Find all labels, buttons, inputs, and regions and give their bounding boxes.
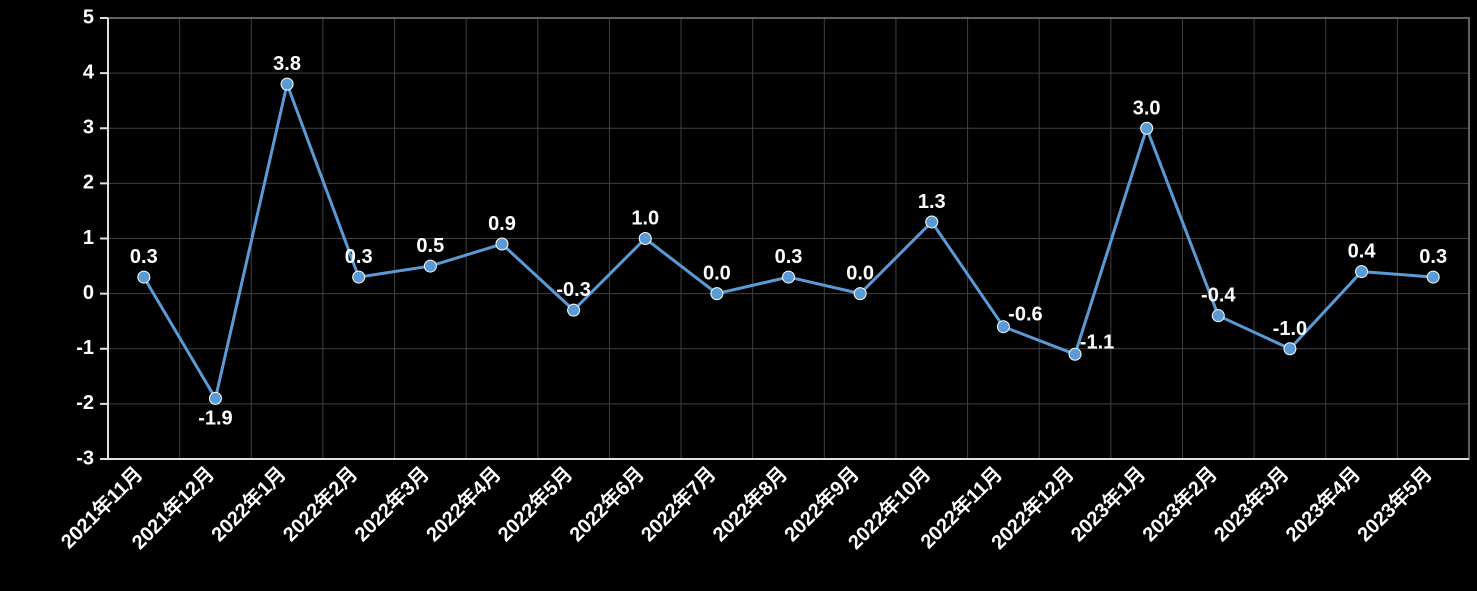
x-tick-label: 2022年7月 bbox=[636, 462, 721, 547]
data-label: 0.3 bbox=[775, 246, 803, 268]
x-tick-label: 2023年3月 bbox=[1209, 462, 1294, 547]
y-tick-label: -3 bbox=[76, 447, 94, 469]
data-label: 1.3 bbox=[918, 191, 946, 213]
x-tick-label: 2022年5月 bbox=[493, 462, 578, 547]
data-point bbox=[353, 271, 365, 283]
data-point bbox=[1284, 343, 1296, 355]
data-point bbox=[1356, 266, 1368, 278]
y-tick-label: 4 bbox=[83, 61, 95, 83]
y-tick-label: -1 bbox=[76, 337, 94, 359]
data-point bbox=[209, 392, 221, 404]
data-label: 0.0 bbox=[703, 263, 731, 285]
data-label: -0.4 bbox=[1201, 285, 1236, 307]
y-tick-label: 2 bbox=[83, 172, 94, 194]
data-label: -1.0 bbox=[1273, 318, 1307, 340]
data-label: 0.5 bbox=[416, 235, 444, 257]
data-point bbox=[854, 288, 866, 300]
data-point bbox=[496, 238, 508, 250]
x-tick-label: 2023年5月 bbox=[1352, 462, 1437, 547]
data-label: 0.9 bbox=[488, 213, 516, 235]
y-tick-label: 1 bbox=[83, 227, 94, 249]
data-label: 3.8 bbox=[273, 53, 301, 75]
data-point bbox=[424, 260, 436, 272]
x-tick-label: 2022年8月 bbox=[707, 462, 792, 547]
data-label: 0.4 bbox=[1348, 241, 1377, 263]
x-tick-label: 2022年6月 bbox=[564, 462, 649, 547]
x-tick-label: 2022年2月 bbox=[278, 462, 363, 547]
line-chart: -3 -2 -1 0 1 2 3 4 5 0.3 -1.9 3.8 0.3 0.5 0.9 -0.3 1.0 0.… bbox=[0, 0, 1477, 591]
data-label: -1.1 bbox=[1080, 331, 1114, 353]
data-point bbox=[926, 216, 938, 228]
data-label: 1.0 bbox=[631, 208, 659, 230]
data-point bbox=[1427, 271, 1439, 283]
data-point bbox=[1212, 310, 1224, 322]
x-tick-label: 2023年4月 bbox=[1281, 462, 1366, 547]
data-label: 0.3 bbox=[345, 246, 373, 268]
data-point bbox=[711, 288, 723, 300]
y-tick-label: 3 bbox=[83, 117, 94, 139]
data-label: 3.0 bbox=[1133, 97, 1161, 119]
data-point bbox=[568, 304, 580, 316]
data-point bbox=[639, 233, 651, 245]
data-label: 0.3 bbox=[1419, 246, 1447, 268]
data-label: 0.3 bbox=[130, 246, 158, 268]
data-point bbox=[138, 271, 150, 283]
x-tick-label: 2022年4月 bbox=[421, 462, 506, 547]
x-tick-label: 2023年1月 bbox=[1066, 462, 1151, 547]
data-point bbox=[281, 78, 293, 90]
x-tick-label: 2023年2月 bbox=[1137, 462, 1222, 547]
series-line bbox=[144, 84, 1433, 398]
data-point bbox=[783, 271, 795, 283]
chart-svg: -3 -2 -1 0 1 2 3 4 5 0.3 -1.9 3.8 0.3 0.5 0.9 -0.3 1.0 0.… bbox=[0, 0, 1477, 591]
y-tick-label: 5 bbox=[83, 6, 94, 28]
data-label: -1.9 bbox=[198, 407, 232, 429]
x-tick-label: 2022年3月 bbox=[349, 462, 434, 547]
y-tick-label: -2 bbox=[76, 392, 94, 414]
data-label: -0.3 bbox=[556, 279, 590, 301]
y-tick-label: 0 bbox=[83, 282, 94, 304]
x-tick-label: 2022年1月 bbox=[206, 462, 291, 547]
data-label: -0.6 bbox=[1008, 304, 1042, 326]
data-label: 0.0 bbox=[846, 263, 874, 285]
data-point bbox=[1141, 122, 1153, 134]
